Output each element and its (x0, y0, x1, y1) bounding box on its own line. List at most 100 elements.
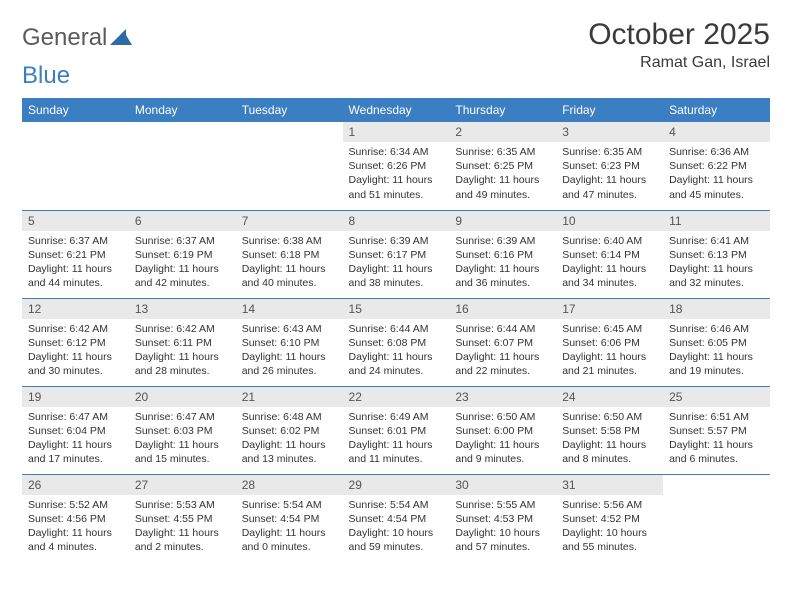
daylight-text: Daylight: 11 hours and 15 minutes. (135, 438, 230, 466)
day-detail: Sunrise: 6:45 AMSunset: 6:06 PMDaylight:… (556, 319, 663, 383)
sunrise-text: Sunrise: 6:35 AM (455, 145, 550, 159)
brand-part2: Blue (22, 62, 70, 89)
sunrise-text: Sunrise: 6:47 AM (28, 410, 123, 424)
calendar-day-cell: 11Sunrise: 6:41 AMSunset: 6:13 PMDayligh… (663, 210, 770, 298)
sunrise-text: Sunrise: 6:49 AM (349, 410, 444, 424)
daylight-text: Daylight: 11 hours and 17 minutes. (28, 438, 123, 466)
sunset-text: Sunset: 6:06 PM (562, 336, 657, 350)
daylight-text: Daylight: 11 hours and 6 minutes. (669, 438, 764, 466)
sunset-text: Sunset: 5:58 PM (562, 424, 657, 438)
calendar-day-cell: 31Sunrise: 5:56 AMSunset: 4:52 PMDayligh… (556, 474, 663, 562)
sunrise-text: Sunrise: 6:48 AM (242, 410, 337, 424)
day-detail: Sunrise: 6:42 AMSunset: 6:12 PMDaylight:… (22, 319, 129, 383)
sunset-text: Sunset: 4:52 PM (562, 512, 657, 526)
day-number: 27 (129, 475, 236, 495)
sunrise-text: Sunrise: 6:36 AM (669, 145, 764, 159)
day-number: 6 (129, 211, 236, 231)
sunset-text: Sunset: 6:23 PM (562, 159, 657, 173)
sunset-text: Sunset: 4:56 PM (28, 512, 123, 526)
sunset-text: Sunset: 6:10 PM (242, 336, 337, 350)
day-number: 13 (129, 299, 236, 319)
day-detail: Sunrise: 6:44 AMSunset: 6:08 PMDaylight:… (343, 319, 450, 383)
calendar-day-cell: 21Sunrise: 6:48 AMSunset: 6:02 PMDayligh… (236, 386, 343, 474)
day-detail: Sunrise: 6:50 AMSunset: 5:58 PMDaylight:… (556, 407, 663, 471)
sunrise-text: Sunrise: 6:43 AM (242, 322, 337, 336)
calendar-day-cell: 19Sunrise: 6:47 AMSunset: 6:04 PMDayligh… (22, 386, 129, 474)
calendar-week-row: 1Sunrise: 6:34 AMSunset: 6:26 PMDaylight… (22, 122, 770, 210)
calendar-day-cell: 2Sunrise: 6:35 AMSunset: 6:25 PMDaylight… (449, 122, 556, 210)
day-detail: Sunrise: 5:55 AMSunset: 4:53 PMDaylight:… (449, 495, 556, 559)
calendar-day-cell: 8Sunrise: 6:39 AMSunset: 6:17 PMDaylight… (343, 210, 450, 298)
sunset-text: Sunset: 6:05 PM (669, 336, 764, 350)
sunset-text: Sunset: 6:22 PM (669, 159, 764, 173)
weekday-header: Saturday (663, 98, 770, 122)
calendar-week-row: 12Sunrise: 6:42 AMSunset: 6:12 PMDayligh… (22, 298, 770, 386)
daylight-text: Daylight: 11 hours and 38 minutes. (349, 262, 444, 290)
day-number: 16 (449, 299, 556, 319)
calendar-day-cell: 5Sunrise: 6:37 AMSunset: 6:21 PMDaylight… (22, 210, 129, 298)
weekday-header: Thursday (449, 98, 556, 122)
daylight-text: Daylight: 11 hours and 45 minutes. (669, 173, 764, 201)
calendar-day-cell: 23Sunrise: 6:50 AMSunset: 6:00 PMDayligh… (449, 386, 556, 474)
sunrise-text: Sunrise: 6:44 AM (349, 322, 444, 336)
sunrise-text: Sunrise: 6:38 AM (242, 234, 337, 248)
sunrise-text: Sunrise: 6:37 AM (135, 234, 230, 248)
daylight-text: Daylight: 11 hours and 11 minutes. (349, 438, 444, 466)
sunset-text: Sunset: 6:19 PM (135, 248, 230, 262)
sunset-text: Sunset: 6:08 PM (349, 336, 444, 350)
calendar-day-cell: 25Sunrise: 6:51 AMSunset: 5:57 PMDayligh… (663, 386, 770, 474)
calendar-day-cell: 27Sunrise: 5:53 AMSunset: 4:55 PMDayligh… (129, 474, 236, 562)
day-detail: Sunrise: 6:35 AMSunset: 6:23 PMDaylight:… (556, 142, 663, 206)
sunset-text: Sunset: 6:02 PM (242, 424, 337, 438)
weekday-header: Friday (556, 98, 663, 122)
calendar-day-cell (663, 474, 770, 562)
daylight-text: Daylight: 10 hours and 59 minutes. (349, 526, 444, 554)
daylight-text: Daylight: 11 hours and 22 minutes. (455, 350, 550, 378)
day-number: 5 (22, 211, 129, 231)
calendar-day-cell: 6Sunrise: 6:37 AMSunset: 6:19 PMDaylight… (129, 210, 236, 298)
day-number: 24 (556, 387, 663, 407)
day-detail: Sunrise: 6:41 AMSunset: 6:13 PMDaylight:… (663, 231, 770, 295)
weekday-header: Tuesday (236, 98, 343, 122)
day-number: 3 (556, 122, 663, 142)
day-detail: Sunrise: 6:35 AMSunset: 6:25 PMDaylight:… (449, 142, 556, 206)
daylight-text: Daylight: 11 hours and 26 minutes. (242, 350, 337, 378)
sunset-text: Sunset: 6:01 PM (349, 424, 444, 438)
daylight-text: Daylight: 11 hours and 24 minutes. (349, 350, 444, 378)
calendar-day-cell: 1Sunrise: 6:34 AMSunset: 6:26 PMDaylight… (343, 122, 450, 210)
sunrise-text: Sunrise: 5:52 AM (28, 498, 123, 512)
day-detail: Sunrise: 6:39 AMSunset: 6:16 PMDaylight:… (449, 231, 556, 295)
calendar-day-cell: 4Sunrise: 6:36 AMSunset: 6:22 PMDaylight… (663, 122, 770, 210)
day-detail: Sunrise: 5:52 AMSunset: 4:56 PMDaylight:… (22, 495, 129, 559)
day-detail: Sunrise: 5:54 AMSunset: 4:54 PMDaylight:… (236, 495, 343, 559)
day-detail: Sunrise: 6:47 AMSunset: 6:03 PMDaylight:… (129, 407, 236, 471)
day-number: 26 (22, 475, 129, 495)
page-header: General Blue October 2025 Ramat Gan, Isr… (22, 18, 770, 90)
day-detail: Sunrise: 5:54 AMSunset: 4:54 PMDaylight:… (343, 495, 450, 559)
day-number: 31 (556, 475, 663, 495)
daylight-text: Daylight: 11 hours and 13 minutes. (242, 438, 337, 466)
day-detail: Sunrise: 6:37 AMSunset: 6:21 PMDaylight:… (22, 231, 129, 295)
day-detail: Sunrise: 5:56 AMSunset: 4:52 PMDaylight:… (556, 495, 663, 559)
day-detail: Sunrise: 5:53 AMSunset: 4:55 PMDaylight:… (129, 495, 236, 559)
calendar-day-cell: 24Sunrise: 6:50 AMSunset: 5:58 PMDayligh… (556, 386, 663, 474)
day-number: 19 (22, 387, 129, 407)
daylight-text: Daylight: 11 hours and 2 minutes. (135, 526, 230, 554)
sunrise-text: Sunrise: 6:37 AM (28, 234, 123, 248)
sunset-text: Sunset: 6:25 PM (455, 159, 550, 173)
day-number: 11 (663, 211, 770, 231)
day-detail: Sunrise: 6:42 AMSunset: 6:11 PMDaylight:… (129, 319, 236, 383)
calendar-day-cell: 10Sunrise: 6:40 AMSunset: 6:14 PMDayligh… (556, 210, 663, 298)
sunset-text: Sunset: 6:00 PM (455, 424, 550, 438)
weekday-header: Sunday (22, 98, 129, 122)
sunrise-text: Sunrise: 6:46 AM (669, 322, 764, 336)
sunrise-text: Sunrise: 6:39 AM (455, 234, 550, 248)
calendar-week-row: 5Sunrise: 6:37 AMSunset: 6:21 PMDaylight… (22, 210, 770, 298)
day-detail: Sunrise: 6:39 AMSunset: 6:17 PMDaylight:… (343, 231, 450, 295)
day-detail: Sunrise: 6:38 AMSunset: 6:18 PMDaylight:… (236, 231, 343, 295)
sunrise-text: Sunrise: 6:51 AM (669, 410, 764, 424)
logo-sail-icon (110, 24, 132, 52)
daylight-text: Daylight: 11 hours and 49 minutes. (455, 173, 550, 201)
calendar-day-cell: 12Sunrise: 6:42 AMSunset: 6:12 PMDayligh… (22, 298, 129, 386)
calendar-day-cell: 7Sunrise: 6:38 AMSunset: 6:18 PMDaylight… (236, 210, 343, 298)
